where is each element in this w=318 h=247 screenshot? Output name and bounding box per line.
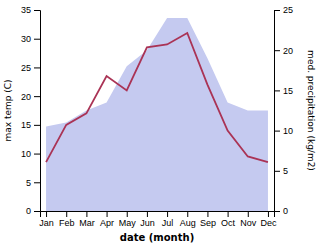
y-tick-label: 15 [21,120,31,130]
x-tick-label: Feb [59,218,75,228]
y2-tick-mark [274,90,280,91]
x-tick-label: Oct [221,218,236,228]
chart: Jan Feb Mar Apr MayJun Jul Aug Sep Oct NovDec 0 5 10… [0,0,318,247]
x-tick: Jul [162,211,174,228]
x-tick: May [119,211,137,228]
x-tick-label: Nov [240,218,257,228]
y-axis-title: max temp (C) [3,79,13,141]
y2-tick-label: 20 [283,46,293,56]
x-tick-mark [86,211,87,217]
x-tick-mark [187,211,188,217]
x-tick-mark [147,211,148,217]
y-tick-mark [34,39,40,40]
y2-tick-label: 25 [283,5,293,15]
x-tick: Dec [260,211,277,228]
y-tick-mark [34,211,40,212]
x-axis: Jan Feb Mar Apr MayJun Jul Aug Sep Oct NovDec [39,211,277,228]
y-tick: 35 [21,5,40,15]
y2-axis-title: med. precipitation (kg/m2) [306,50,316,171]
y-tick: 10 [21,149,40,159]
x-tick-mark [268,211,269,217]
x-tick-mark [207,211,208,217]
x-tick: Oct [221,211,236,228]
y-tick: 30 [21,34,40,44]
y-tick-label: 30 [21,34,31,44]
x-tick: Jan [39,211,54,228]
y2-tick-mark [274,10,280,11]
y-tick-mark [34,96,40,97]
line [46,33,268,162]
x-tick-label: Jul [162,218,174,228]
x-tick-label: Dec [260,218,277,228]
x-tick-mark [228,211,229,217]
y-tick-label: 10 [21,149,31,159]
y-tick-label: 35 [21,5,31,15]
y2-tick: 5 [274,166,288,176]
x-tick-mark [46,211,47,217]
plot-area: Jan Feb Mar Apr MayJun Jul Aug Sep Oct NovDec 0 5 10… [21,5,293,228]
x-tick: Apr [100,211,114,228]
marks [46,18,268,211]
x-tick: Feb [59,211,75,228]
y2-tick-label: 5 [283,166,288,176]
y2-tick: 0 [274,206,288,216]
y2-tick: 25 [274,5,293,15]
x-axis-title: date (month) [120,232,194,243]
y-tick: 20 [21,92,40,102]
y2-tick-label: 15 [283,86,293,96]
y-tick-label: 5 [26,178,31,188]
x-tick-label: Jun [140,218,155,228]
x-tick-mark [107,211,108,217]
x-tick: Nov [240,211,257,228]
y2-tick-label: 0 [283,206,288,216]
x-tick-label: Mar [79,218,95,228]
axis-line [275,11,281,212]
axis-line [41,212,275,218]
y-tick-mark [34,125,40,126]
y2-tick-mark [274,211,280,212]
y-tick-label: 25 [21,63,31,73]
y-tick-mark [34,67,40,68]
area [46,18,268,211]
y-tick: 0 [26,206,40,216]
y-tick-label: 20 [21,92,31,102]
y-tick: 15 [21,120,40,130]
y2-tick: 15 [274,86,293,96]
x-tick-label: Sep [200,218,216,228]
x-tick-mark [248,211,249,217]
y2-axis: 0 5 10 15 20 25 [274,5,293,216]
x-tick: Aug [180,211,196,228]
y2-tick-mark [274,171,280,172]
x-tick-label: Jan [39,218,54,228]
axis-line [34,11,41,212]
x-tick: Jun [140,211,155,228]
y-tick-label: 0 [26,206,31,216]
y-tick-mark [34,154,40,155]
y-axis: 0 5 10 15 20 25 30 35 [21,5,41,216]
y-tick: 25 [21,63,40,73]
x-tick-label: Aug [180,218,196,228]
x-tick-label: Apr [100,218,114,228]
x-tick-mark [167,211,168,217]
y-tick: 5 [26,178,40,188]
y2-tick: 10 [274,126,293,136]
x-tick-mark [127,211,128,217]
y2-tick: 20 [274,46,293,56]
x-tick-label: May [119,218,137,228]
y-tick-mark [34,182,40,183]
x-tick: Mar [79,211,95,228]
x-tick: Sep [200,211,216,228]
y2-tick-label: 10 [283,126,293,136]
y2-tick-mark [274,131,280,132]
y-tick-mark [34,10,40,11]
y2-tick-mark [274,50,280,51]
x-tick-mark [66,211,67,217]
